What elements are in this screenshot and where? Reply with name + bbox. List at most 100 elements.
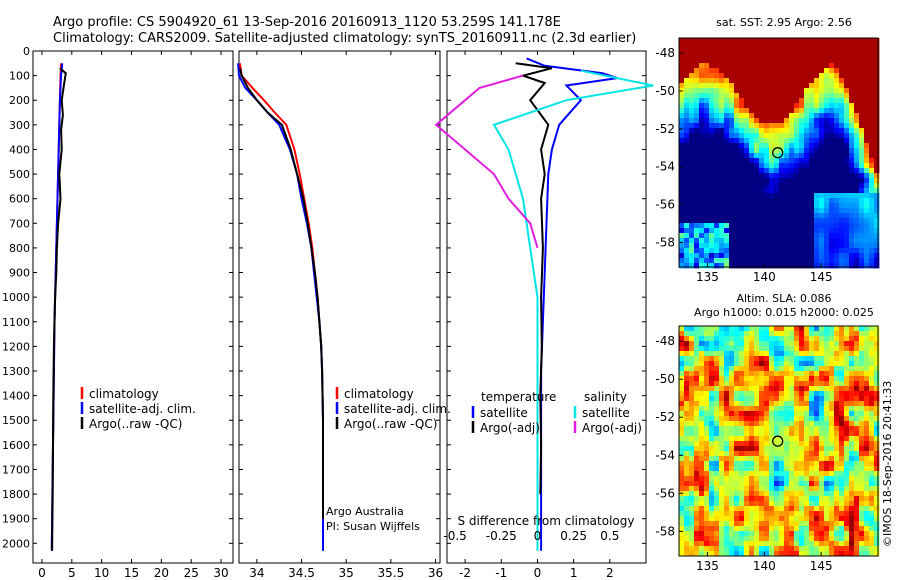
map-cell xyxy=(819,263,825,269)
map-cell xyxy=(754,243,760,249)
map-cell xyxy=(764,456,770,462)
map-cell xyxy=(864,83,870,89)
map-cell xyxy=(859,491,865,497)
map-cell xyxy=(814,213,820,219)
map-cell xyxy=(784,461,790,467)
map-cell xyxy=(859,233,865,239)
map-cell xyxy=(789,441,795,447)
map-cell xyxy=(684,381,690,387)
map-cell xyxy=(824,371,830,377)
map-cell xyxy=(789,391,795,397)
map-cell xyxy=(799,218,805,224)
map-cell xyxy=(684,73,690,79)
map-cell xyxy=(869,163,875,169)
map-cell xyxy=(724,263,730,269)
map-cell xyxy=(699,496,705,502)
map-cell xyxy=(689,98,695,104)
map-cell xyxy=(874,401,880,407)
map-cell xyxy=(869,451,875,457)
map-cell xyxy=(789,88,795,94)
x-tick-label: 10 xyxy=(94,566,109,580)
map-cell xyxy=(804,223,810,229)
map-cell xyxy=(759,168,765,174)
map-cell xyxy=(734,73,740,79)
map-cell xyxy=(794,366,800,372)
map-cell xyxy=(859,331,865,337)
map-cell xyxy=(719,451,725,457)
map-cell xyxy=(749,123,755,129)
map-cell xyxy=(689,158,695,164)
map-cell xyxy=(774,258,780,264)
map-cell xyxy=(839,446,845,452)
map-cell xyxy=(769,376,775,382)
map-cell xyxy=(749,476,755,482)
map-cell xyxy=(764,43,770,49)
depth-tick-label: 800 xyxy=(9,242,30,255)
map-cell xyxy=(774,481,780,487)
map-cell xyxy=(824,376,830,382)
map-cell xyxy=(709,63,715,69)
map-cell xyxy=(829,476,835,482)
map-cell xyxy=(724,501,730,507)
legend-entry: satellite-adj. clim. xyxy=(89,402,196,416)
map-cell xyxy=(684,546,690,552)
map-cell xyxy=(824,326,830,332)
map-cell xyxy=(774,78,780,84)
map-cell xyxy=(799,148,805,154)
map-cell xyxy=(844,53,850,59)
map-cell xyxy=(839,173,845,179)
map-cell xyxy=(824,153,830,159)
map-cell xyxy=(864,198,870,204)
map-cell xyxy=(839,491,845,497)
map-cell xyxy=(764,148,770,154)
map-cell xyxy=(744,233,750,239)
map-cell xyxy=(734,68,740,74)
map-cell xyxy=(699,461,705,467)
map-cell xyxy=(789,366,795,372)
map-cell xyxy=(859,546,865,552)
map-cell xyxy=(814,521,820,527)
map-cell xyxy=(824,451,830,457)
map-cell xyxy=(799,58,805,64)
map-cell xyxy=(809,531,815,537)
map-cell xyxy=(694,361,700,367)
map-cell xyxy=(839,243,845,249)
map-cell xyxy=(764,243,770,249)
map-cell xyxy=(724,401,730,407)
map-cell xyxy=(729,531,735,537)
map-cell xyxy=(814,183,820,189)
map-cell xyxy=(684,228,690,234)
map-cell xyxy=(829,63,835,69)
map-cell xyxy=(794,546,800,552)
map-cell xyxy=(859,173,865,179)
map-cell xyxy=(774,541,780,547)
map-cell xyxy=(709,486,715,492)
map-cell xyxy=(684,78,690,84)
map-cell xyxy=(869,63,875,69)
map-cell xyxy=(689,198,695,204)
map-cell xyxy=(734,456,740,462)
map-cell xyxy=(784,123,790,129)
map-cell xyxy=(809,223,815,229)
map-cell xyxy=(779,253,785,259)
map-cell xyxy=(724,188,730,194)
map-cell xyxy=(789,376,795,382)
map-cell xyxy=(864,361,870,367)
map-cell xyxy=(794,516,800,522)
map-cell xyxy=(799,481,805,487)
map-cell xyxy=(849,341,855,347)
map-cell xyxy=(734,346,740,352)
map-cell xyxy=(814,253,820,259)
depth-tick-label: 200 xyxy=(9,94,30,107)
map-cell xyxy=(839,516,845,522)
map-cell xyxy=(764,376,770,382)
map-cell xyxy=(694,138,700,144)
map-cell xyxy=(724,521,730,527)
map-cell xyxy=(874,456,880,462)
map-cell xyxy=(789,521,795,527)
map-cell xyxy=(834,263,840,269)
map-cell xyxy=(859,203,865,209)
map-cell xyxy=(749,481,755,487)
map-cell xyxy=(834,506,840,512)
map-cell xyxy=(834,233,840,239)
